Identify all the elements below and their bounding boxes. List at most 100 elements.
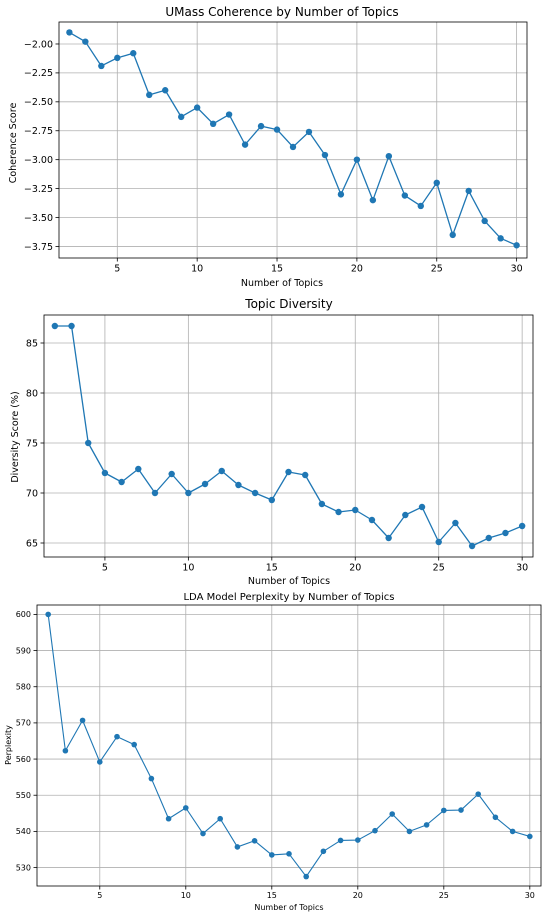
data-point [385,152,393,160]
y-tick-label: 70 [26,488,38,499]
data-point [148,775,155,782]
y-tick-label: 540 [16,827,31,836]
y-tick-label: −2.00 [24,39,53,50]
y-tick-label: −3.75 [24,242,53,253]
data-point [79,717,86,724]
plot-frame [36,604,542,887]
y-tick-label: 590 [16,646,31,655]
data-point [101,469,109,477]
data-point [225,111,233,118]
data-point [257,122,265,130]
data-point [465,187,472,195]
data-point [305,128,313,136]
data-point [433,179,440,187]
x-tick-label: 30 [516,563,528,574]
data-point [268,496,276,504]
data-point [368,516,376,524]
data-point [193,104,201,111]
data-point [301,471,309,479]
data-point [200,830,206,837]
y-tick-label: 65 [26,538,38,549]
data-point [406,828,413,835]
y-tick-label: −3.00 [24,155,53,166]
x-axis-label: Number of Topics [241,278,323,289]
data-point [168,470,175,478]
data-point [98,62,105,70]
data-point [234,844,241,850]
data-point [402,511,409,519]
data-point [162,87,169,94]
data-point [452,519,459,527]
data-point [385,534,392,542]
data-point [118,478,125,486]
data-point [492,814,499,821]
data-point [435,538,442,546]
data-point [318,500,326,508]
chart-title: UMass Coherence by Number of Topics [165,5,398,19]
x-tick-label: 25 [431,264,443,275]
y-tick-label: −3.25 [24,184,53,195]
data-point [372,827,378,834]
data-point [502,529,509,537]
y-tick-label: −2.50 [24,97,53,108]
data-point [217,815,223,822]
data-point [146,91,153,99]
y-axis-label: Coherence Score [8,103,19,184]
data-point [62,747,69,754]
data-point [401,192,409,199]
x-tick-label: 20 [353,891,363,900]
data-point [389,811,396,817]
x-tick-label: 30 [511,264,523,275]
data-point [285,468,292,476]
data-point [151,489,159,497]
series-line [54,325,523,547]
series-line [47,614,530,878]
data-point [518,522,526,530]
data-point [182,805,189,811]
data-point [218,467,225,475]
chart-title: Topic Diversity [244,297,332,311]
x-tick-label: 20 [351,264,363,275]
plot-frame [58,21,528,259]
data-point [114,733,120,740]
x-axis-label: Number of Topics [248,576,330,587]
data-point [201,480,209,488]
data-point [497,235,504,242]
data-point [369,196,377,204]
data-point [509,828,516,835]
data-point [135,465,142,473]
data-point [114,54,121,62]
data-point [303,873,310,880]
data-point [320,848,327,855]
perplexity-chart: LDA Model Perplexity by Number of Topics… [4,592,542,912]
diversity-chart: Topic Diversity 5 10 15 20 25 30 65 70 75 80 85 Nu… [10,297,534,587]
data-point [251,489,259,497]
data-point [481,217,488,225]
data-point [458,807,464,813]
y-tick-label: 530 [16,863,31,872]
data-point [82,38,89,45]
data-point [273,126,281,133]
data-point [441,807,447,814]
data-point [449,231,456,239]
data-point [353,156,361,163]
data-point [51,322,59,330]
y-tick-label: 80 [26,388,38,399]
y-tick-label: 85 [26,338,38,349]
data-point [337,837,344,844]
y-tick-label: 570 [16,719,31,728]
data-point [418,503,426,511]
data-point [235,481,242,489]
data-point [177,113,185,121]
plot-frame [43,314,534,558]
data-point [423,822,430,828]
y-tick-label: −2.75 [24,126,53,137]
data-point [209,120,217,128]
x-tick-label: 5 [97,891,102,900]
data-point [321,151,329,159]
data-point [165,815,172,822]
series-line [69,31,517,246]
data-point [335,508,342,516]
x-tick-label: 15 [266,563,278,574]
